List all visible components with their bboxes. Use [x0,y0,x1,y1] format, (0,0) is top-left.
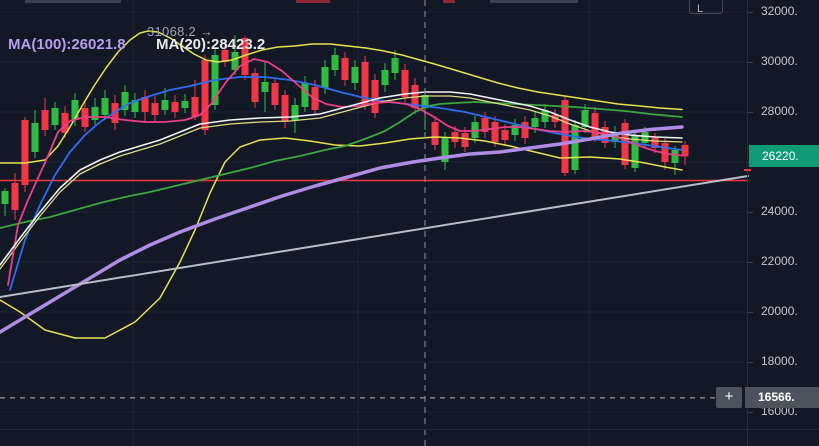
axis-tick-label: 30000. [761,54,798,68]
candle-body [571,125,579,170]
candle-body [221,50,229,62]
axis-tick-mark [748,111,753,113]
red-level-axis-tick [744,169,751,171]
candle-body [331,55,339,70]
candle-body [621,123,629,165]
candle-body [281,95,289,122]
candle-body [561,100,569,173]
ma-green-line [0,101,683,229]
candle-body [351,67,359,83]
candle-body [31,123,39,152]
candle-body [321,67,329,88]
candle-body [231,52,239,70]
candle-body [21,120,29,185]
axis-tick-mark [748,61,753,63]
candle-body [491,122,499,142]
candle-body [371,80,379,113]
candle-body [431,122,439,145]
ma-magenta-line [7,58,683,286]
candle-body [101,98,109,115]
axis-tick-label: 28000. [761,104,798,118]
candle-body [671,150,679,163]
candle-body [271,83,279,105]
candle-body [51,108,59,125]
candle-body [451,132,459,142]
candle-body [161,100,169,110]
axis-tick-mark [748,211,753,213]
clipped-indicator-row [25,0,121,3]
axis-tick-mark [748,411,753,413]
axis-tick-label: 32000. [761,4,798,18]
candle-body [171,102,179,112]
bollinger-mid-line [0,95,683,270]
ma-blue-line [9,76,683,291]
time-axis-separator [0,429,819,430]
candle-body [61,113,69,133]
candle-body [341,58,349,80]
candle-body [681,145,689,157]
candle-body [641,132,649,143]
axis-tick-mark [748,261,753,263]
candle-body [391,58,399,73]
candle-body [131,100,139,112]
candle-body [181,101,189,108]
pane-button[interactable]: L [689,0,723,15]
candle-body [361,62,369,105]
candle-body [521,122,529,138]
candle-body [251,73,259,102]
candle-body [201,60,209,130]
bollinger-upper-line [0,30,683,164]
candle-body [291,105,299,120]
ma20-white-line [0,91,683,266]
candle-body [531,118,539,127]
candle-body [71,100,79,120]
axis-tick-mark [748,311,753,313]
candle-body [1,191,9,204]
candle-body [471,122,479,138]
clipped-indicator-row [443,0,455,3]
axis-tick-label: 24000. [761,204,798,218]
candle-body [581,110,589,127]
candle-body [441,138,449,162]
candle-body [241,38,249,75]
clipped-indicator-row [490,0,578,3]
ma100-lavender-line [0,125,684,334]
candle-body [651,138,659,148]
trendline-gray-line [0,175,749,298]
candle-body [141,97,149,112]
candle-body [191,97,199,117]
candle-body [401,70,409,97]
axis-tick-mark [748,361,753,363]
bollinger-lower-line [0,136,683,339]
candle-body [91,107,99,120]
axis-tick-label: 22000. [761,254,798,268]
axis-tick-label: 20000. [761,304,798,318]
candle-body [121,92,129,110]
candle-body [261,82,269,92]
candle-body [631,135,639,168]
candle-body [41,110,49,130]
candle-body [591,113,599,137]
clipped-indicator-row [296,0,330,3]
candle-body [301,83,309,107]
candle-body [461,133,469,147]
candle-body [481,118,489,132]
candle-body [11,183,19,210]
axis-tick-label: 18000. [761,354,798,368]
price-level-badge: 16566. [745,387,819,408]
candle-body [381,70,389,85]
candle-body [501,130,509,140]
axis-tick-mark [748,11,753,13]
candle-body [541,110,549,122]
candle-body [511,125,519,135]
candle-body [151,103,159,115]
add-alert-plus-button[interactable]: + [716,387,742,408]
last-price-badge: 26220. [749,145,819,167]
price-axis[interactable]: 32000.30000.28000.26000.24000.22000.2000… [747,0,819,446]
